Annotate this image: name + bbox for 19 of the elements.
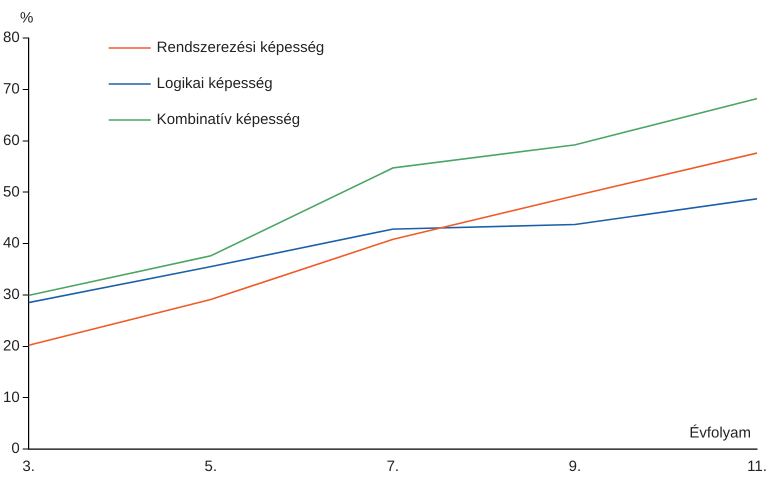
x-tick-label: 7. xyxy=(386,458,400,476)
y-tick-label: 40 xyxy=(2,234,20,252)
x-axis-title: Évfolyam xyxy=(689,424,751,442)
x-tick-label: 5. xyxy=(204,458,218,476)
y-axis-title: % xyxy=(20,10,34,27)
legend-label: Rendszerezési képesség xyxy=(156,39,324,56)
y-tick-label: 10 xyxy=(2,388,20,406)
legend-label: Logikai képesség xyxy=(156,75,273,92)
y-tick-label: 60 xyxy=(2,132,20,149)
y-tick-label: 50 xyxy=(2,183,20,200)
x-tick-label: 3. xyxy=(22,458,35,476)
y-tick-label: 80 xyxy=(2,29,20,46)
y-tick-label: 20 xyxy=(2,337,20,354)
y-tick-label: 70 xyxy=(2,80,20,98)
x-tick-label: 9. xyxy=(568,458,582,476)
y-tick-label: 30 xyxy=(2,286,20,304)
legend-label: Kombinatív képesség xyxy=(156,111,300,128)
x-tick-label: 11. xyxy=(747,458,767,476)
y-tick-label: 0 xyxy=(11,440,20,458)
